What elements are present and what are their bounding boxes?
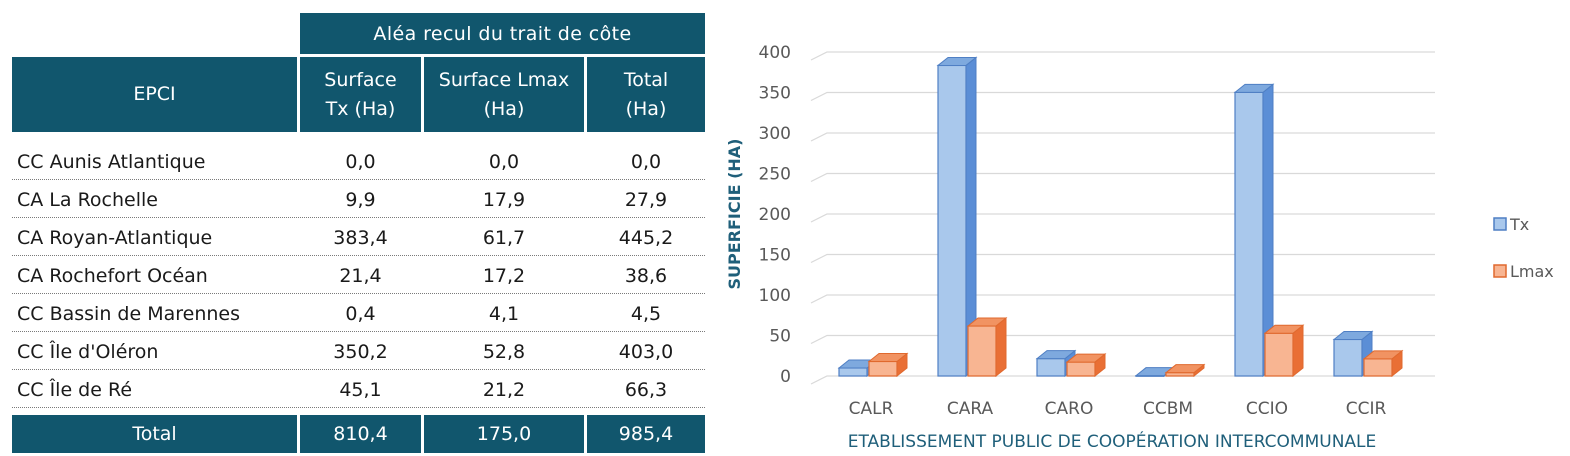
column-header: Surface Tx (Ha) bbox=[300, 57, 421, 132]
y-axis-title: SUPERFICIE (HA) bbox=[725, 139, 744, 290]
bar-lmax-top bbox=[1164, 364, 1206, 374]
x-tick-label: CARO bbox=[1045, 399, 1094, 419]
legend-swatch bbox=[1493, 264, 1507, 278]
data-table: Aléa recul du trait de côte EPCI Surface T… bbox=[12, 13, 705, 453]
table-cell: 383,4 bbox=[333, 227, 388, 249]
x-tick-label: CCIR bbox=[1346, 399, 1387, 419]
table-cell: 61,7 bbox=[482, 227, 526, 249]
x-tick-label: CCBM bbox=[1143, 399, 1193, 419]
table-cell: 9,9 bbox=[345, 189, 376, 211]
table-cell: 350,2 bbox=[333, 341, 388, 363]
gridline bbox=[810, 132, 1435, 142]
table-cell: 0,4 bbox=[345, 303, 376, 325]
bar-chart: 0 50 100 150 200 250 300 350 400 CALR CARA CARO CCBM… bbox=[725, 43, 1554, 452]
row-divider bbox=[12, 369, 705, 370]
y-tick-label: 400 bbox=[759, 43, 791, 63]
y-tick-label: 300 bbox=[759, 124, 791, 144]
table-cell: 4,1 bbox=[488, 303, 520, 325]
table-cell: 0,0 bbox=[488, 151, 520, 173]
y-tick-label: 50 bbox=[769, 327, 791, 347]
bar-lmax bbox=[1363, 358, 1393, 377]
row-divider bbox=[12, 179, 705, 180]
x-tick-label: CALR bbox=[849, 399, 894, 419]
total-cell: Total bbox=[12, 415, 297, 453]
y-tick-label: 200 bbox=[759, 205, 791, 225]
table-cell: 0,0 bbox=[345, 151, 376, 173]
table-cell: CC Île de Ré bbox=[17, 379, 133, 401]
x-tick-label: CARA bbox=[947, 399, 994, 419]
table-cell: 17,9 bbox=[482, 189, 526, 211]
table-cell: 403,0 bbox=[618, 341, 674, 363]
table-cell: CA Royan-Atlantique bbox=[17, 227, 213, 249]
y-tick-label: 350 bbox=[759, 84, 791, 104]
row-divider bbox=[12, 407, 705, 408]
gridline bbox=[810, 375, 1435, 385]
bar-tx bbox=[1333, 338, 1363, 377]
x-axis-title: ETABLISSEMENT PUBLIC DE COOPÉRATION INTE… bbox=[848, 430, 1377, 452]
table-cell: 21,4 bbox=[339, 265, 382, 287]
bar-tx-top bbox=[1035, 350, 1077, 360]
table-cell: CC Aunis Atlantique bbox=[17, 151, 206, 173]
table-cell: 4,5 bbox=[630, 303, 662, 325]
bar-lmax bbox=[1264, 332, 1294, 377]
bar-tx-top bbox=[1332, 330, 1374, 340]
bar-tx bbox=[1234, 91, 1264, 377]
table-cell: CC Bassin de Marennes bbox=[17, 303, 240, 325]
bar-lmax bbox=[868, 360, 898, 377]
row-divider bbox=[12, 217, 705, 218]
gridline bbox=[810, 334, 1435, 345]
bar-lmax-top bbox=[1362, 350, 1404, 360]
total-cell: 175,0 bbox=[424, 415, 584, 453]
row-divider bbox=[12, 255, 705, 256]
table-cell: 45,1 bbox=[339, 379, 382, 401]
bar-tx-top bbox=[1233, 83, 1275, 93]
x-tick-label: CCIO bbox=[1246, 399, 1288, 419]
total-cell: 985,4 bbox=[587, 415, 705, 453]
table-cell: CA La Rochelle bbox=[17, 189, 158, 211]
row-divider bbox=[12, 293, 705, 294]
bar-lmax-top bbox=[966, 317, 1008, 327]
bar-lmax-side bbox=[995, 316, 1007, 378]
y-tick-label: 250 bbox=[759, 165, 791, 185]
bar-tx bbox=[937, 64, 967, 377]
header-group: Aléa recul du trait de côte bbox=[300, 13, 705, 54]
bar-tx-top bbox=[936, 56, 978, 66]
y-tick-label: 100 bbox=[759, 286, 791, 306]
bar-lmax-top bbox=[1263, 324, 1305, 334]
table-cell: 52,8 bbox=[482, 341, 526, 363]
table-cell: 17,2 bbox=[482, 265, 526, 287]
gridline bbox=[810, 91, 1435, 102]
legend-swatch bbox=[1493, 217, 1507, 231]
legend-label: Tx bbox=[1509, 215, 1529, 234]
y-tick-label: 150 bbox=[759, 246, 791, 266]
bar-lmax bbox=[967, 325, 997, 377]
table-cell: 66,3 bbox=[624, 379, 668, 401]
bar-lmax-top bbox=[1065, 353, 1107, 363]
column-header: Total (Ha) bbox=[587, 57, 705, 132]
gridline bbox=[810, 51, 1435, 61]
y-tick-label: 0 bbox=[780, 367, 791, 387]
table-cell: 21,2 bbox=[482, 379, 526, 401]
total-cell: 810,4 bbox=[300, 415, 421, 453]
row-divider bbox=[12, 331, 705, 332]
table-cell: CA Rochefort Océan bbox=[17, 265, 208, 287]
gridline bbox=[810, 253, 1435, 264]
gridline bbox=[810, 294, 1435, 304]
bar-tx bbox=[838, 367, 868, 377]
bar-tx bbox=[1036, 358, 1066, 377]
column-header: EPCI bbox=[12, 57, 297, 132]
table-cell: 445,2 bbox=[618, 227, 674, 249]
table-cell: 38,6 bbox=[624, 265, 668, 287]
bar-lmax-top bbox=[867, 353, 909, 363]
table-cell: CC Île d'Oléron bbox=[17, 341, 159, 363]
bar-lmax-side bbox=[1292, 324, 1304, 378]
table-cell: 0,0 bbox=[630, 151, 662, 173]
table-cell: 27,9 bbox=[624, 189, 668, 211]
column-header: Surface Lmax (Ha) bbox=[424, 57, 584, 132]
gridline bbox=[810, 172, 1435, 183]
gridline bbox=[810, 213, 1435, 223]
bar-lmax bbox=[1066, 361, 1096, 377]
legend-label: Lmax bbox=[1510, 262, 1554, 281]
